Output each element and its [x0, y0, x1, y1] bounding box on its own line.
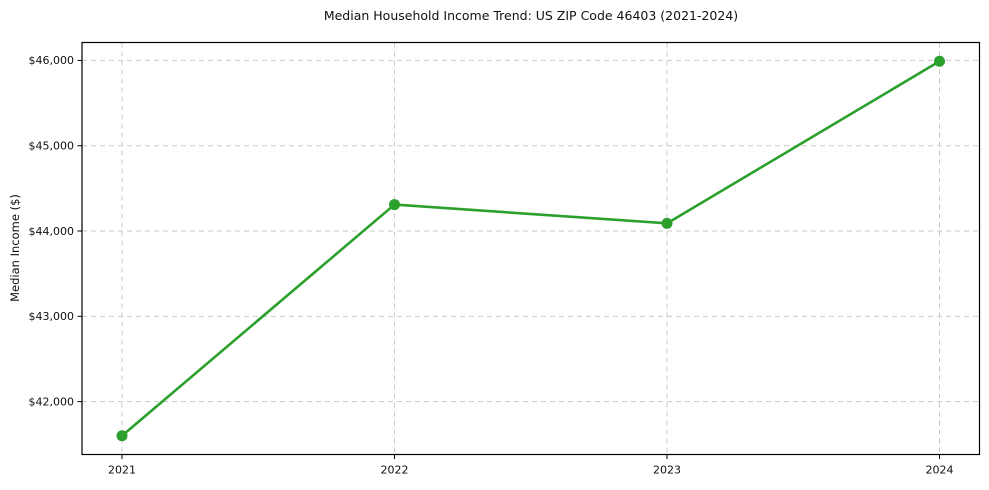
data-point-marker: [934, 55, 945, 67]
data-point-marker: [116, 430, 128, 442]
data-point-marker: [389, 199, 400, 211]
chart-title: Median Household Income Trend: US ZIP Co…: [323, 8, 739, 23]
y-tick-label: $43,000: [29, 310, 75, 323]
y-tick-label: $45,000: [29, 139, 75, 152]
x-tick-label: 2021: [108, 464, 136, 477]
x-tick-label: 2024: [926, 464, 954, 477]
x-tick-label: 2023: [653, 464, 681, 477]
y-tick-label: $46,000: [29, 54, 75, 67]
data-point-marker: [661, 217, 673, 229]
y-axis-label: Median Income ($): [8, 194, 22, 302]
income-trend-line: [120, 59, 941, 438]
plot-border: [81, 41, 981, 456]
y-tick-label: $44,000: [29, 225, 75, 238]
x-tick-label: 2022: [381, 464, 409, 477]
y-tick-label: $42,000: [29, 395, 75, 408]
